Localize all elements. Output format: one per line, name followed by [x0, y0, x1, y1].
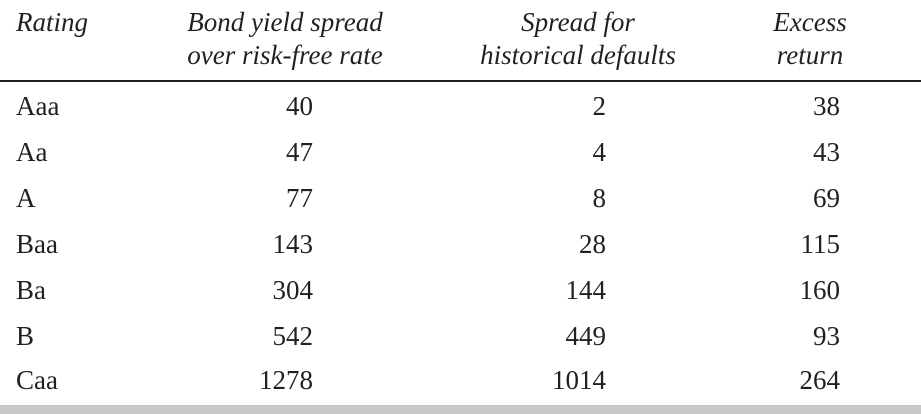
cell-bond-yield-spread: 47	[286, 137, 313, 167]
header-bond-yield-spread-line-1: Bond yield spread	[187, 7, 383, 37]
table-row: Ba 304 144 160	[0, 270, 921, 310]
cell-spread-historical-defaults: 2	[592, 91, 607, 121]
cell-rating: Aaa	[16, 91, 60, 121]
table-row: Aa 47 4 43	[0, 132, 921, 172]
table-bottom-band	[0, 405, 921, 414]
header-excess-return: Excess return	[760, 6, 860, 72]
cell-spread-historical-defaults: 144	[565, 275, 607, 305]
cell-rating: Baa	[16, 229, 58, 259]
cell-spread-historical-defaults: 1014	[552, 365, 606, 395]
cell-rating: B	[16, 321, 35, 351]
cell-bond-yield-spread: 542	[272, 321, 314, 351]
header-rating-line-1: Rating	[16, 7, 88, 37]
header-spread-historical-defaults-line-2: historical defaults	[480, 40, 676, 70]
table-row: Aaa 40 2 38	[0, 86, 921, 126]
header-rating: Rating	[16, 6, 88, 39]
header-bond-yield-spread-line-2: over risk-free rate	[187, 40, 383, 70]
cell-bond-yield-spread: 1278	[259, 365, 313, 395]
header-excess-return-line-1: Excess	[773, 7, 847, 37]
table-row: Baa 143 28 115	[0, 224, 921, 264]
cell-bond-yield-spread: 77	[286, 183, 313, 213]
cell-rating: Aa	[16, 137, 48, 167]
cell-excess-return: 264	[799, 365, 841, 395]
cell-bond-yield-spread: 304	[272, 275, 314, 305]
cell-excess-return: 93	[813, 321, 840, 351]
cell-rating: Ba	[16, 275, 46, 305]
cell-spread-historical-defaults: 4	[592, 137, 607, 167]
cell-excess-return: 38	[813, 91, 840, 121]
cell-excess-return: 115	[800, 229, 841, 259]
cell-bond-yield-spread: 40	[286, 91, 313, 121]
cell-rating: Caa	[16, 365, 58, 395]
cell-excess-return: 160	[799, 275, 841, 305]
table-row: Caa 1278 1014 264	[0, 360, 921, 400]
cell-bond-yield-spread: 143	[272, 229, 314, 259]
cell-rating: A	[16, 183, 36, 213]
cell-excess-return: 69	[813, 183, 840, 213]
header-spread-historical-defaults: Spread for historical defaults	[458, 6, 698, 72]
header-divider	[0, 80, 921, 82]
cell-spread-historical-defaults: 28	[579, 229, 606, 259]
cell-excess-return: 43	[813, 137, 840, 167]
header-bond-yield-spread: Bond yield spread over risk-free rate	[160, 6, 410, 72]
header-spread-historical-defaults-line-1: Spread for	[521, 7, 635, 37]
cell-spread-historical-defaults: 8	[592, 183, 607, 213]
table-row: B 542 449 93	[0, 316, 921, 356]
header-excess-return-line-2: return	[776, 40, 844, 70]
cell-spread-historical-defaults: 449	[565, 321, 607, 351]
table-row: A 77 8 69	[0, 178, 921, 218]
